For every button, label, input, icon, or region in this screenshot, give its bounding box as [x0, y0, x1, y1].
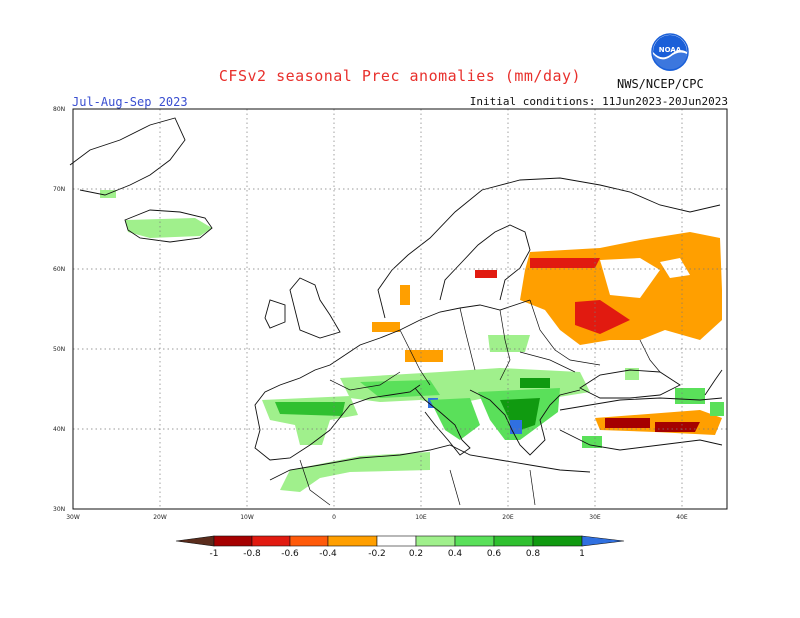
season-label: Jul-Aug-Sep 2023 [72, 95, 188, 109]
colorbar-label: -0.4 [319, 549, 337, 559]
colorbar-arrow-min [175, 535, 215, 547]
colorbar-label: 0.4 [448, 549, 463, 559]
lon-label: 0 [332, 514, 336, 521]
anomaly-shading [100, 190, 724, 492]
colorbar-label: -0.2 [368, 549, 386, 559]
agency-label: NWS/NCEP/CPC [617, 77, 704, 91]
lon-label: 30E [589, 514, 601, 521]
initial-conditions-label: Initial conditions: 11Jun2023-20Jun2023 [469, 95, 728, 108]
colorbar-arrow-max [581, 535, 625, 547]
coastlines [69, 117, 723, 506]
colorbar-bin-pos-0.8-1 [532, 535, 583, 547]
colorbar-bin-neg-0.6-0.4 [289, 535, 329, 547]
colorbar-bin-pos-0.6-0.8 [493, 535, 534, 547]
lon-label: 20E [502, 514, 514, 521]
lat-label: 80N [53, 106, 65, 113]
colorbar-bin-neg-1-0.8 [213, 535, 253, 547]
colorbar-label: -0.8 [243, 549, 261, 559]
logo-text: NOAA [659, 46, 682, 54]
lon-labels: 30W 20W 10W 0 10E 20E 30E 40E [66, 514, 688, 521]
colorbar-label: 0.6 [487, 549, 502, 559]
lat-label: 50N [53, 346, 65, 353]
map-frame [72, 108, 728, 510]
chart-title: CFSv2 seasonal Prec anomalies (mm/day) [218, 67, 582, 85]
lon-label: 30W [66, 514, 80, 521]
colorbar-bin-neutral [376, 535, 417, 547]
lon-label: 10E [415, 514, 427, 521]
colorbar: -1 -0.8 -0.6 -0.4 -0.2 0.2 0.4 0.6 0.8 1 [175, 535, 625, 559]
lat-label: 40N [53, 426, 65, 433]
lon-label: 20W [153, 514, 167, 521]
gridlines [73, 109, 727, 509]
colorbar-bin-pos-0.2-0.4 [415, 535, 456, 547]
colorbar-label: 0.2 [409, 549, 423, 559]
colorbar-label: 1 [579, 549, 585, 559]
noaa-logo: NOAA [651, 33, 689, 71]
colorbar-bin-neg-0.4-0.2 [327, 535, 378, 547]
lat-label: 30N [53, 506, 65, 513]
colorbar-label: -0.6 [281, 549, 299, 559]
lon-label: 40E [676, 514, 688, 521]
lat-labels: 80N 70N 60N 50N 40N 30N [53, 106, 65, 513]
lat-label: 70N [53, 186, 65, 193]
lat-label: 60N [53, 266, 65, 273]
colorbar-bin-pos-0.4-0.6 [454, 535, 495, 547]
colorbar-bin-neg-0.8-0.6 [251, 535, 291, 547]
colorbar-label: -1 [210, 549, 219, 559]
colorbar-label: 0.8 [526, 549, 541, 559]
lon-label: 10W [240, 514, 254, 521]
